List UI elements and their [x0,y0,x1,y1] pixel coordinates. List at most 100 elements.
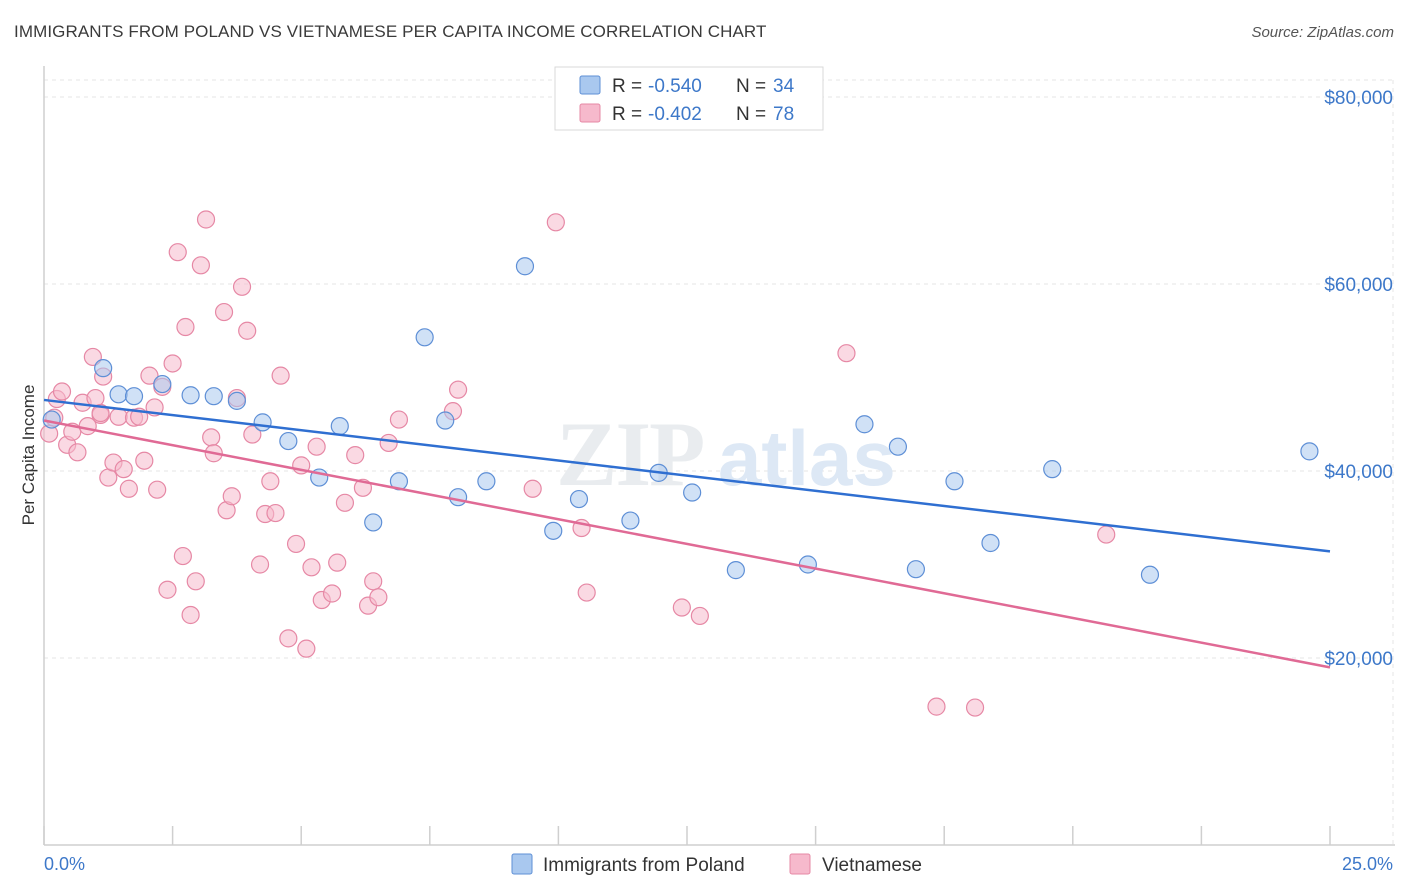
trend-lines [43,398,1331,669]
vietnamese-point-17 [119,479,138,498]
legend-swatch-poland [579,75,601,95]
vietnamese-point-9 [83,347,102,367]
poland-point-12 [364,513,383,532]
vietnamese-point-6 [68,443,87,462]
legend-r-value-2: -0.402 [648,104,702,125]
poland-point-24 [726,561,745,580]
vietnamese-point-62 [369,588,388,607]
y-tick-label-1: $40,000 [1324,462,1393,483]
poland-point-6 [204,387,223,406]
vietnamese-point-55 [322,584,342,603]
vietnamese-point-75 [965,698,985,717]
poland-point-8 [253,413,272,432]
poland-point-26 [855,415,874,434]
vietnamese-point-38 [222,487,241,506]
poland-point-4 [153,374,172,394]
vietnamese-point-27 [168,243,187,262]
vietnamese-point-56 [328,553,347,572]
legend-n-value-1: 34 [773,76,795,97]
series-poland [42,257,1319,584]
poland-point-14 [415,328,434,347]
vietnamese-point-43 [250,555,270,574]
poland-point-19 [544,521,563,540]
bottom-legend-vietnamese: Vietnamese [822,855,922,876]
vietnamese-trend-line [43,419,1331,669]
y-tick-label-3: $80,000 [1324,88,1393,109]
vietnamese-point-34 [202,428,221,447]
vietnamese-point-23 [148,480,167,499]
vietnamese-point-29 [176,317,195,337]
vietnamese-point-66 [448,380,468,399]
vietnamese-point-40 [232,277,252,296]
vietnamese-point-28 [173,546,192,566]
vietnamese-point-16 [114,460,133,479]
vietnamese-point-33 [196,210,216,229]
poland-point-5 [181,386,200,405]
y-axis-label: Per Capita Income [19,385,38,526]
vietnamese-point-48 [279,629,298,648]
vietnamese-point-42 [243,425,262,444]
vietnamese-point-36 [214,302,234,322]
vietnamese-point-26 [163,354,182,373]
vietnamese-point-58 [346,446,365,465]
poland-point-3 [124,387,144,406]
tick-labels: $20,000 $40,000 $60,000 $80,000 0.0% 25.0% [44,88,1393,874]
poland-point-7 [227,391,246,410]
y-tick-label-2: $60,000 [1324,275,1393,296]
poland-point-17 [477,472,496,491]
poland-point-11 [330,417,349,436]
vietnamese-point-52 [302,558,321,577]
poland-point-33 [1300,442,1319,461]
legend-n-value-2: 78 [773,104,794,125]
vietnamese-point-46 [266,503,285,523]
bottom-legend: Immigrants from Poland Vietnamese [511,853,922,876]
vietnamese-point-57 [335,493,355,512]
poland-point-18 [515,257,535,276]
poland-point-30 [981,533,1000,553]
vietnamese-point-15 [109,407,128,426]
y-tick-label-0: $20,000 [1324,649,1393,670]
vietnamese-point-41 [238,321,257,340]
legend-r-label-2: R = [612,104,642,125]
vietnamese-point-77 [91,403,110,423]
vietnamese-point-61 [364,572,383,591]
vietnamese-point-51 [297,639,316,658]
x-tick-label-0: 0.0% [44,854,85,874]
legend-r-value-1: -0.540 [648,76,702,97]
x-tick-label-1: 25.0% [1342,854,1393,874]
vietnamese-point-64 [389,410,409,429]
vietnamese-point-74 [927,697,946,716]
bottom-legend-poland: Immigrants from Poland [543,855,745,876]
source-label: Source: ZipAtlas.com [1251,24,1394,41]
watermark-zip: ZIP [556,403,703,505]
legend-r-label-1: R = [612,76,642,97]
vietnamese-point-45 [261,472,280,491]
vietnamese-point-30 [181,605,200,625]
poland-point-32 [1140,565,1160,584]
legend-n-label-1: N = [736,76,766,97]
vietnamese-point-3 [52,382,72,401]
vietnamese-point-25 [158,580,177,599]
vietnamese-point-32 [191,256,210,275]
vietnamese-point-70 [577,583,596,602]
poland-point-1 [94,359,113,378]
vietnamese-point-53 [307,437,326,456]
legend-n-label-2: N = [736,104,766,125]
poland-point-2 [109,385,128,404]
vietnamese-point-72 [690,606,709,626]
poland-trend-line [43,398,1331,553]
vietnamese-point-63 [379,433,398,453]
vietnamese-point-76 [1097,525,1116,544]
poland-point-20 [569,489,589,509]
vietnamese-point-20 [135,451,154,470]
poland-point-16 [448,488,468,507]
bottom-legend-swatch-poland [511,853,533,875]
poland-point-9 [279,431,298,451]
bottom-legend-swatch-vietnamese [789,853,811,875]
vietnamese-point-73 [837,344,856,363]
vietnamese-point-21 [140,366,159,385]
vietnamese-point-47 [271,366,290,385]
legend-swatch-vietnamese [579,103,601,123]
poland-point-21 [621,511,640,530]
